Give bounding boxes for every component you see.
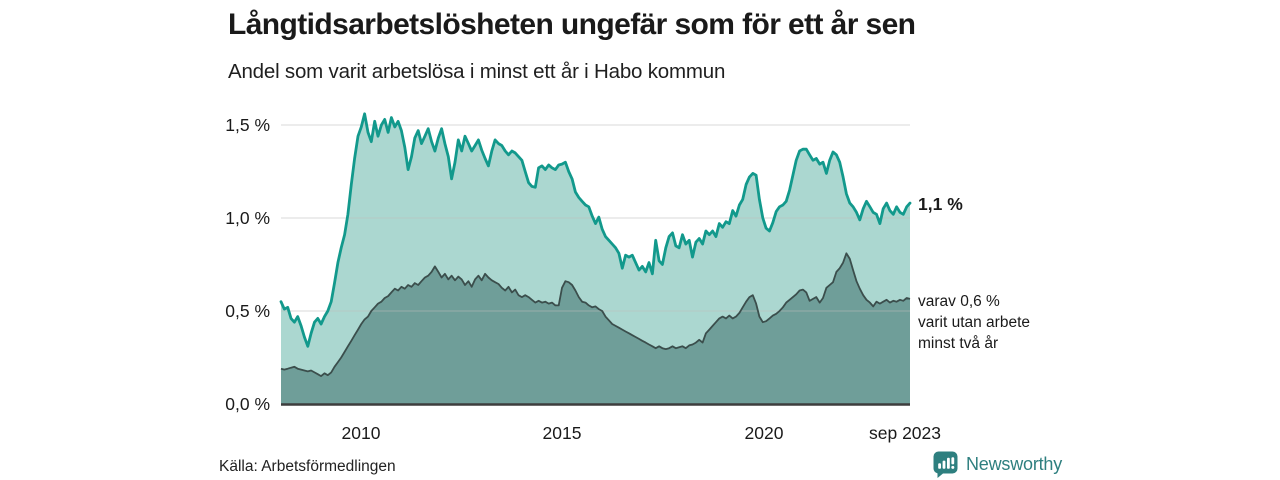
series-total-line <box>279 112 912 348</box>
total-end-value-label: 1,1 % <box>918 194 963 214</box>
page-title: Långtidsarbetslösheten ungefär som för e… <box>228 8 916 41</box>
source-credit: Källa: Arbetsförmedlingen <box>219 458 396 475</box>
brand-wordmark: Newsworthy <box>966 454 1063 474</box>
two-year-end-note: varav 0,6 % varit utan arbete minst två … <box>918 293 1031 352</box>
y-tick-1-0: 1,0 % <box>225 208 270 228</box>
x-tick-sep-2023: sep 2023 <box>868 423 942 443</box>
series-two-years-area <box>281 253 910 404</box>
y-tick-1-5: 1,5 % <box>225 115 270 135</box>
y-tick-0-0: 0,0 % <box>225 394 270 414</box>
series-two-years-line <box>280 252 911 377</box>
page-subtitle: Andel som varit arbetslösa i minst ett å… <box>228 60 726 83</box>
x-tick-2020: 2020 <box>744 423 784 443</box>
newsworthy-brand-link[interactable]: Newsworthy <box>933 451 1062 478</box>
x-tick-2015: 2015 <box>542 423 582 443</box>
x-tick-2010: 2010 <box>341 423 381 443</box>
bar-chart-speech-bubble-icon <box>933 451 958 478</box>
y-tick-0-5: 0,5 % <box>225 301 270 321</box>
